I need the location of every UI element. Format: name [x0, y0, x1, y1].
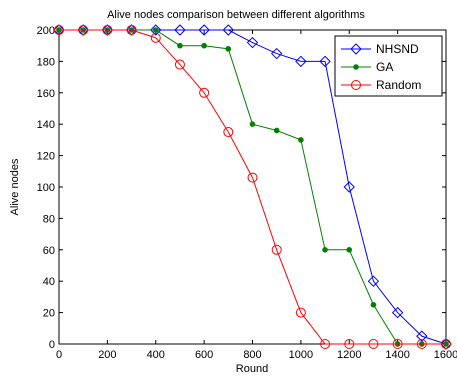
y-axis-title: Alive nodes	[9, 158, 21, 215]
data-point-nhsnd	[295, 55, 307, 68]
data-point-random	[199, 87, 210, 98]
legend-label-random: Random	[376, 78, 421, 92]
data-point-ga	[225, 46, 232, 52]
y-tick-label: 140	[37, 119, 55, 131]
data-point-random	[441, 339, 451, 349]
y-tick-label: 100	[37, 182, 55, 194]
y-tick-label: 180	[37, 56, 55, 68]
axis-ticks: 0 200 400 600 800 1000 1200 1400 1600 0 20 40 60 80 10…	[37, 25, 457, 361]
data-point-nhsnd	[343, 181, 355, 193]
data-point-random	[392, 339, 403, 349]
data-point-ga	[152, 27, 159, 33]
y-tick-label: 200	[37, 25, 55, 37]
data-point-random	[126, 25, 137, 35]
y-tick-label: 60	[43, 245, 55, 257]
data-point-ga	[370, 301, 377, 308]
data-point-nhsnd	[198, 24, 210, 36]
series-line-random	[59, 29, 446, 345]
data-point-ga	[273, 127, 280, 134]
data-point-random	[54, 25, 64, 35]
legend-box	[334, 35, 443, 97]
x-tick-label: 0	[56, 349, 62, 361]
series-layer	[53, 24, 452, 350]
x-tick-label: 1200	[337, 349, 361, 361]
data-point-random	[174, 59, 185, 70]
data-point-random	[416, 339, 427, 349]
data-point-ga	[201, 42, 207, 49]
data-point-random	[102, 25, 113, 35]
data-point-ga	[177, 42, 183, 49]
data-point-ga	[249, 121, 256, 127]
data-point-ga	[298, 137, 304, 143]
data-point-random	[295, 307, 306, 318]
data-point-random	[78, 25, 89, 35]
data-point-nhsnd	[246, 36, 259, 49]
data-point-random	[320, 339, 331, 349]
legend-label-nhsnd: NHSND	[376, 42, 419, 56]
legend: NHSND GA Random	[334, 35, 443, 97]
legend-marker-random	[351, 80, 361, 90]
x-tick-label: 400	[147, 349, 165, 361]
x-tick-label: 1000	[289, 349, 313, 361]
data-point-nhsnd	[391, 306, 404, 319]
y-tick-label: 40	[43, 276, 55, 288]
y-tick-label: 160	[37, 88, 55, 100]
data-point-nhsnd	[222, 24, 235, 36]
y-tick-label: 20	[43, 308, 55, 320]
y-tick-label: 120	[37, 151, 55, 163]
x-axis-title: Round	[236, 363, 268, 375]
legend-label-ga: GA	[376, 60, 393, 74]
x-tick-label: 200	[98, 349, 116, 361]
data-point-nhsnd	[319, 55, 331, 68]
data-point-random	[271, 244, 282, 255]
x-tick-label: 600	[195, 349, 213, 361]
x-tick-label: 800	[243, 349, 261, 361]
chart-title: Alive nodes comparison between different…	[107, 9, 365, 21]
y-tick-label: 0	[49, 339, 55, 351]
data-point-ga	[322, 247, 328, 253]
data-point-random	[150, 32, 161, 43]
x-tick-label: 1400	[385, 349, 409, 361]
y-tick-label: 80	[43, 213, 55, 225]
data-point-ga	[346, 247, 353, 253]
data-point-nhsnd	[270, 47, 283, 60]
x-tick-label: 1600	[434, 349, 457, 361]
data-point-random	[223, 127, 234, 138]
data-point-random	[247, 172, 258, 183]
data-point-random	[344, 339, 355, 349]
series-random	[54, 25, 451, 349]
data-point-nhsnd	[174, 24, 186, 36]
legend-marker-nhsnd	[350, 43, 362, 55]
legend-marker-ga	[353, 64, 359, 70]
data-point-nhsnd	[150, 24, 162, 36]
data-point-nhsnd	[367, 275, 380, 287]
data-point-random	[368, 339, 379, 349]
data-point-nhsnd	[416, 330, 428, 342]
